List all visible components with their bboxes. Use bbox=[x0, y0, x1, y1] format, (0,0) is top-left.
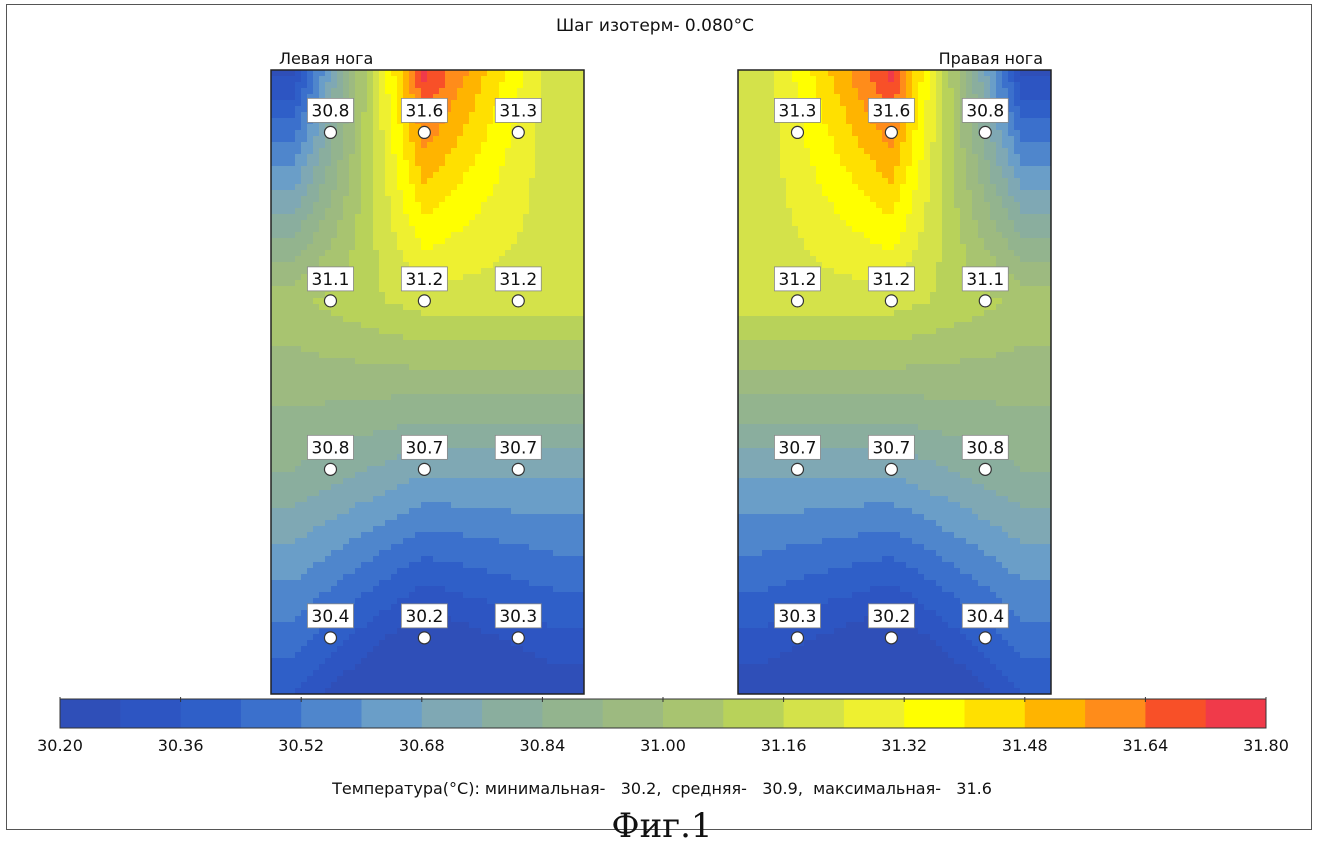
colorbar-tick-label: 31.00 bbox=[640, 736, 686, 755]
colorbar-segment bbox=[1206, 699, 1267, 728]
sensor-value: 31.2 bbox=[779, 270, 817, 290]
colorbar-segment bbox=[362, 699, 423, 728]
panel-right: Правая нога 31.3 31.6 30.8 31.2 31.2 31.1 30.7 3… bbox=[738, 49, 1057, 695]
colorbar-tick-label: 30.68 bbox=[399, 736, 445, 755]
panel-label: Правая нога bbox=[939, 49, 1043, 68]
sensor-value: 30.2 bbox=[405, 607, 443, 627]
sensor-value: 30.8 bbox=[966, 438, 1004, 458]
colorbar-tick-label: 31.16 bbox=[761, 736, 807, 755]
colorbar-segment bbox=[904, 699, 965, 728]
temperature-field bbox=[738, 70, 1057, 695]
sensor-value: 31.1 bbox=[966, 270, 1004, 290]
sensor-value: 30.4 bbox=[312, 607, 350, 627]
sensor-point bbox=[512, 295, 524, 307]
sensor-value: 30.7 bbox=[872, 438, 910, 458]
colorbar-segment bbox=[482, 699, 543, 728]
sensor-value: 30.7 bbox=[499, 438, 537, 458]
sensor-point bbox=[979, 463, 991, 475]
chart-title: Шаг изотерм- 0.080°C bbox=[556, 16, 754, 36]
colorbar-tick-label: 31.32 bbox=[881, 736, 927, 755]
colorbar-segment bbox=[663, 699, 724, 728]
colorbar-tick-label: 31.64 bbox=[1122, 736, 1168, 755]
sensor-value: 31.2 bbox=[499, 270, 537, 290]
figure-caption: Фиг.1 bbox=[0, 806, 1324, 846]
sensor-point bbox=[791, 463, 803, 475]
colorbar-segment bbox=[1085, 699, 1146, 728]
temperature-field bbox=[271, 70, 590, 695]
sensor-point bbox=[979, 126, 991, 138]
sensor-point bbox=[324, 126, 336, 138]
sensor-value: 30.3 bbox=[499, 607, 537, 627]
sensor-point bbox=[418, 632, 430, 644]
sensor-value: 31.6 bbox=[405, 101, 443, 121]
sensor-point bbox=[418, 295, 430, 307]
colorbar-segment bbox=[965, 699, 1026, 728]
sensor-value: 30.8 bbox=[966, 101, 1004, 121]
colorbar-segment bbox=[1025, 699, 1086, 728]
sensor-point bbox=[512, 463, 524, 475]
sensor-point bbox=[791, 632, 803, 644]
sensor-point bbox=[979, 295, 991, 307]
colorbar-segment bbox=[60, 699, 121, 728]
sensor-point bbox=[418, 126, 430, 138]
colorbar-segment bbox=[422, 699, 483, 728]
sensor-point bbox=[885, 126, 897, 138]
colorbar-tick-label: 30.84 bbox=[519, 736, 565, 755]
colorbar-segment bbox=[542, 699, 603, 728]
sensor-value: 31.2 bbox=[872, 270, 910, 290]
sensor-value: 31.3 bbox=[499, 101, 537, 121]
colorbar-tick-label: 30.52 bbox=[278, 736, 324, 755]
sensor-value: 30.2 bbox=[872, 607, 910, 627]
colorbar-tick-label: 31.80 bbox=[1243, 736, 1289, 755]
colorbar-segment bbox=[181, 699, 242, 728]
panel-label: Левая нога bbox=[279, 49, 373, 68]
sensor-value: 31.6 bbox=[872, 101, 910, 121]
sensor-point bbox=[324, 295, 336, 307]
sensor-value: 31.1 bbox=[312, 270, 350, 290]
sensor-value: 31.2 bbox=[405, 270, 443, 290]
temperature-summary: Температура(°С): минимальная- 30.2, сред… bbox=[331, 779, 992, 798]
panels: Левая нога 30.8 31.6 31.3 31.1 31.2 31.2 30.8 30… bbox=[271, 49, 1057, 695]
sensor-value: 30.4 bbox=[966, 607, 1004, 627]
sensor-value: 30.7 bbox=[779, 438, 817, 458]
colorbar-segment bbox=[844, 699, 905, 728]
colorbar-segment bbox=[723, 699, 784, 728]
sensor-point bbox=[418, 463, 430, 475]
sensor-point bbox=[791, 295, 803, 307]
sensor-point bbox=[324, 632, 336, 644]
sensor-point bbox=[512, 126, 524, 138]
colorbar: 30.20 30.36 30.52 30.68 30.84 31.00 31.16 31.32… bbox=[37, 697, 1289, 755]
sensor-point bbox=[512, 632, 524, 644]
colorbar-tick-label: 31.48 bbox=[1002, 736, 1048, 755]
colorbar-segment bbox=[241, 699, 302, 728]
sensor-point bbox=[791, 126, 803, 138]
sensor-point bbox=[885, 463, 897, 475]
panel-left: Левая нога 30.8 31.6 31.3 31.1 31.2 31.2 30.8 30… bbox=[271, 49, 590, 695]
colorbar-segment bbox=[120, 699, 181, 728]
sensor-value: 30.7 bbox=[405, 438, 443, 458]
colorbar-segment bbox=[301, 699, 362, 728]
sensor-point bbox=[979, 632, 991, 644]
colorbar-segment bbox=[1145, 699, 1206, 728]
colorbar-segment bbox=[784, 699, 845, 728]
colorbar-segment bbox=[603, 699, 664, 728]
colorbar-tick-label: 30.36 bbox=[158, 736, 204, 755]
sensor-point bbox=[885, 295, 897, 307]
sensor-value: 30.8 bbox=[312, 438, 350, 458]
colorbar-tick-label: 30.20 bbox=[37, 736, 83, 755]
sensor-value: 30.8 bbox=[312, 101, 350, 121]
sensor-value: 30.3 bbox=[779, 607, 817, 627]
sensor-point bbox=[324, 463, 336, 475]
sensor-point bbox=[885, 632, 897, 644]
sensor-value: 31.3 bbox=[779, 101, 817, 121]
